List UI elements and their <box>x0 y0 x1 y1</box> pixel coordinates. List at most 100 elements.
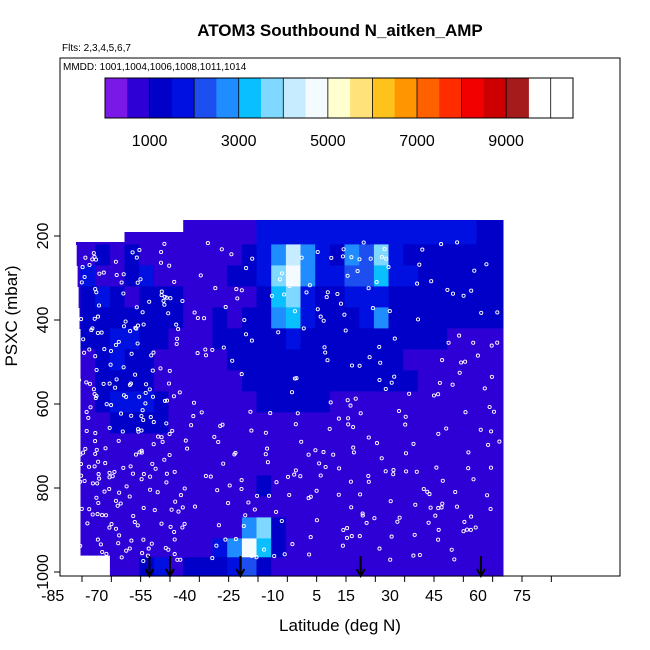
heatmap-cell <box>491 391 504 413</box>
heatmap-cell <box>300 286 316 308</box>
heatmap-cell <box>285 517 302 539</box>
observation-point <box>349 363 355 368</box>
observation-point <box>307 283 312 288</box>
heatmap-cell <box>344 454 360 476</box>
colorbar-swatch <box>350 78 373 118</box>
heatmap-cell <box>227 412 243 434</box>
heatmap-cell <box>476 286 492 308</box>
observation-point <box>128 464 133 469</box>
observation-point <box>215 488 220 493</box>
heatmap-cell <box>95 454 111 476</box>
colorbar-swatch <box>283 78 307 118</box>
observation-point <box>139 413 144 419</box>
observation-point <box>100 513 105 518</box>
observation-point <box>102 489 107 494</box>
heatmap-cell <box>447 412 463 434</box>
observation-point <box>79 280 84 285</box>
observation-point <box>134 305 139 310</box>
heatmap-cell <box>241 265 258 287</box>
observation-point <box>93 439 98 444</box>
heatmap-cell <box>197 391 214 413</box>
heatmap-cell <box>417 412 434 434</box>
heatmap-cell <box>417 328 434 350</box>
observation-point <box>341 247 346 252</box>
heatmap-cell <box>359 433 375 455</box>
heatmap-cell <box>476 244 492 266</box>
heatmap-cell <box>271 220 287 245</box>
heatmap-cell <box>256 349 272 371</box>
colorbar-swatch <box>439 78 463 118</box>
observation-point <box>100 549 105 555</box>
observation-point <box>427 492 432 497</box>
observation-point <box>145 553 150 558</box>
heatmap-cell <box>461 328 478 350</box>
heatmap-cell <box>212 265 228 287</box>
heatmap-cell <box>417 307 434 329</box>
heatmap-cell <box>329 475 346 497</box>
heatmap-cell <box>124 232 140 245</box>
heatmap-cell <box>79 307 82 329</box>
heatmap-cell <box>300 557 316 577</box>
heatmap-cell <box>417 433 434 455</box>
observation-point <box>172 279 177 284</box>
observation-point <box>495 310 500 315</box>
observation-point <box>351 445 356 450</box>
heatmap-cell <box>491 475 504 497</box>
observation-point <box>293 422 298 427</box>
heatmap-cell <box>491 496 504 518</box>
observation-point <box>191 414 196 419</box>
observation-point <box>348 479 353 484</box>
observation-point <box>91 251 96 256</box>
heatmap-cell <box>461 454 478 476</box>
observation-point <box>321 318 326 323</box>
observation-point <box>94 393 99 399</box>
heatmap-cell <box>271 286 287 308</box>
heatmap-cell <box>388 557 404 577</box>
heatmap-cell <box>109 475 126 497</box>
observation-point <box>114 272 119 278</box>
observation-point <box>118 411 124 416</box>
observation-point <box>143 401 148 406</box>
heatmap-cell <box>476 475 492 497</box>
observation-point <box>436 537 441 542</box>
heatmap-cell <box>373 349 390 371</box>
observation-point <box>90 512 95 517</box>
heatmap-cell <box>461 433 478 455</box>
heatmap-cell <box>300 517 316 539</box>
heatmap-cell <box>344 265 360 287</box>
x-tick-label: -25 <box>217 588 240 605</box>
observation-point <box>175 336 180 341</box>
heatmap-cell <box>80 307 96 329</box>
heatmap-cell <box>124 265 140 287</box>
observation-point <box>462 519 467 524</box>
x-tick-label: 60 <box>469 588 487 605</box>
observation-point <box>83 446 88 451</box>
observation-point <box>276 330 281 335</box>
heatmap-cell <box>285 307 302 329</box>
heatmap-cell <box>256 412 272 434</box>
observation-point <box>461 529 466 534</box>
observation-point <box>91 387 96 392</box>
heatmap-cell <box>227 349 243 371</box>
observation-point <box>233 450 238 455</box>
observation-point <box>349 534 354 539</box>
heatmap-cell <box>344 370 360 392</box>
heatmap-cell <box>300 433 316 455</box>
observation-point <box>77 377 82 383</box>
heatmap-cell <box>359 475 375 497</box>
observation-point <box>133 372 138 377</box>
observation-point <box>282 552 287 557</box>
observation-point <box>469 514 474 519</box>
heatmap-cell <box>476 265 492 287</box>
heatmap-cell <box>315 433 331 455</box>
observation-point <box>372 516 377 521</box>
observation-point <box>133 325 138 330</box>
colorbar-swatch <box>216 78 240 118</box>
heatmap-cell <box>447 557 463 577</box>
observation-point <box>93 431 98 436</box>
observation-point <box>94 367 99 373</box>
heatmap-cell <box>197 454 214 476</box>
observation-point <box>159 521 164 526</box>
heatmap-cell <box>417 370 434 392</box>
observation-point <box>93 451 98 456</box>
